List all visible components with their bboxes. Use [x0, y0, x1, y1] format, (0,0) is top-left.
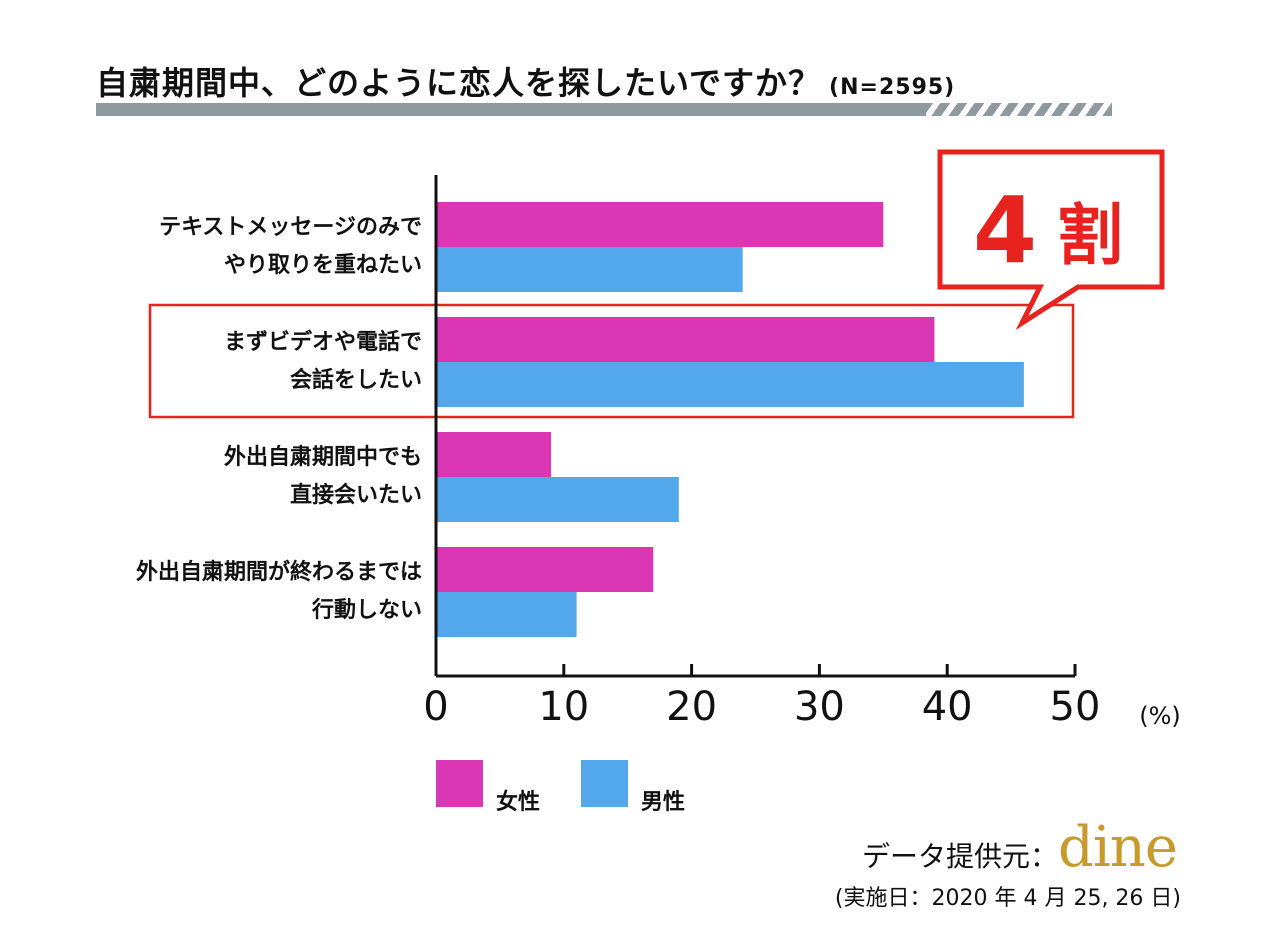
callout-number: 4: [973, 177, 1037, 284]
legend-label-female: 女性: [496, 790, 541, 815]
bar-male-3: [436, 592, 577, 637]
callout-text: 割: [1057, 197, 1123, 274]
x-tick-label-2: 20: [666, 684, 717, 730]
x-tick-label-1: 10: [538, 684, 589, 730]
sample-size: (N=2595): [829, 75, 956, 100]
chart-title: 自粛期間中、どのように恋人を探したいですか？ (N=2595): [96, 58, 955, 104]
bar-female-0: [436, 202, 884, 247]
bar-male-2: [436, 477, 679, 522]
category-label-2-1: 直接会いたい: [290, 482, 422, 508]
bar-female-2: [436, 432, 552, 477]
bar-female-1: [436, 317, 935, 362]
x-unit-label: (%): [1139, 702, 1181, 730]
survey-date: (実施日：2020 年 4 月 25, 26 日): [834, 886, 1181, 911]
x-tick-label-4: 40: [922, 684, 973, 730]
legend-swatch-male: [581, 760, 628, 807]
source-label: データ提供元：: [862, 840, 1059, 873]
highlight-box: [148, 303, 1075, 419]
bar-male-1: [436, 362, 1024, 407]
chart-title-text: 自粛期間中、どのように恋人を探したいですか？: [96, 64, 822, 102]
title-underline-bar: [96, 103, 926, 116]
category-label-3-1: 行動しない: [311, 597, 422, 623]
dine-logo: dine: [1058, 815, 1178, 880]
data-source: データ提供元：dine: [862, 815, 1178, 880]
category-label-0-1: やり取りを重ねたい: [224, 253, 422, 278]
title-underline-stripes: [926, 103, 1112, 116]
category-label-0-0: テキストメッセージのみで: [159, 215, 422, 240]
callout-bubble: [937, 149, 1165, 331]
category-label-1-1: 会話をしたい: [290, 367, 422, 393]
legend-swatch-female: [436, 760, 483, 807]
category-label-2-0: 外出自粛期間中でも: [224, 444, 422, 470]
category-label-3-0: 外出自粛期間が終わるまでは: [136, 559, 422, 585]
x-tick-label-0: 0: [423, 684, 448, 730]
bar-male-0: [436, 247, 743, 292]
bar-female-3: [436, 547, 654, 592]
x-tick-label-5: 50: [1050, 684, 1101, 730]
x-tick-label-3: 30: [794, 684, 845, 730]
legend-label-male: 男性: [641, 790, 686, 815]
category-label-1-0: まずビデオや電話で: [224, 329, 422, 355]
